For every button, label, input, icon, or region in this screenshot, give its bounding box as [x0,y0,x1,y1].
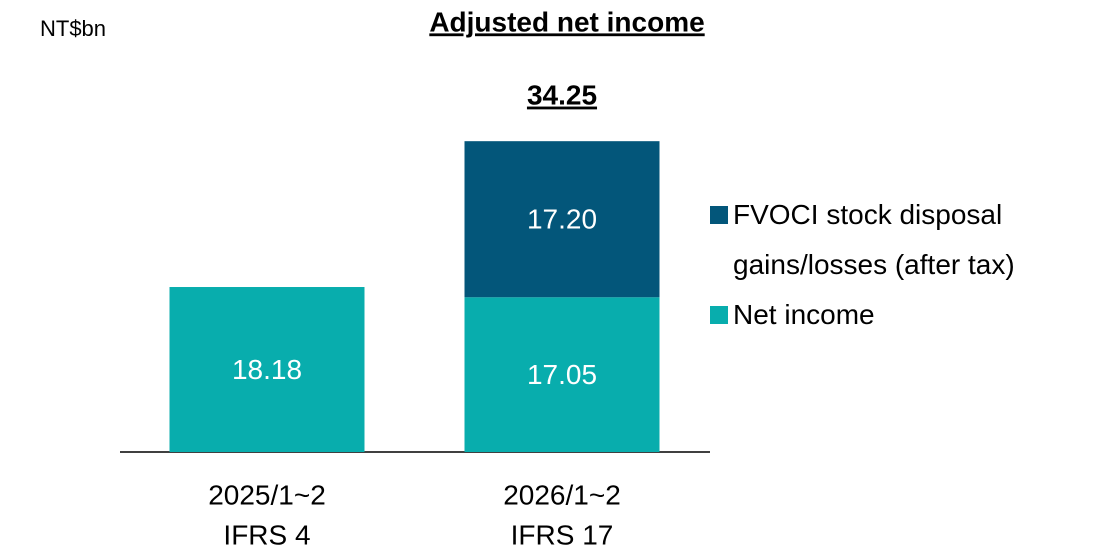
x-tick-label: 2026/1~2 [503,479,621,510]
legend-swatch [710,306,728,324]
total-label: 34.25 [527,80,597,111]
bar-segment [464,297,660,452]
bar-segment [169,287,365,452]
bar-segment [464,141,660,298]
legend-swatch [710,206,728,224]
chart-title: Adjusted net income [429,6,704,37]
x-tick-label: 2025/1~2 [208,479,326,510]
x-tick-label: IFRS 4 [223,519,310,550]
legend-item: Net income [706,290,1106,340]
value-label: 17.05 [527,359,597,390]
legend-label: FVOCI stock disposal gains/losses (after… [733,199,1015,280]
value-label: 18.18 [232,354,302,385]
unit-label: NT$bn [40,16,106,41]
legend-item: FVOCI stock disposal gains/losses (after… [706,190,1106,290]
x-tick-label: IFRS 17 [511,519,614,550]
legend-label: Net income [733,299,875,330]
value-label: 17.20 [527,204,597,235]
legend: FVOCI stock disposal gains/losses (after… [706,190,1106,340]
